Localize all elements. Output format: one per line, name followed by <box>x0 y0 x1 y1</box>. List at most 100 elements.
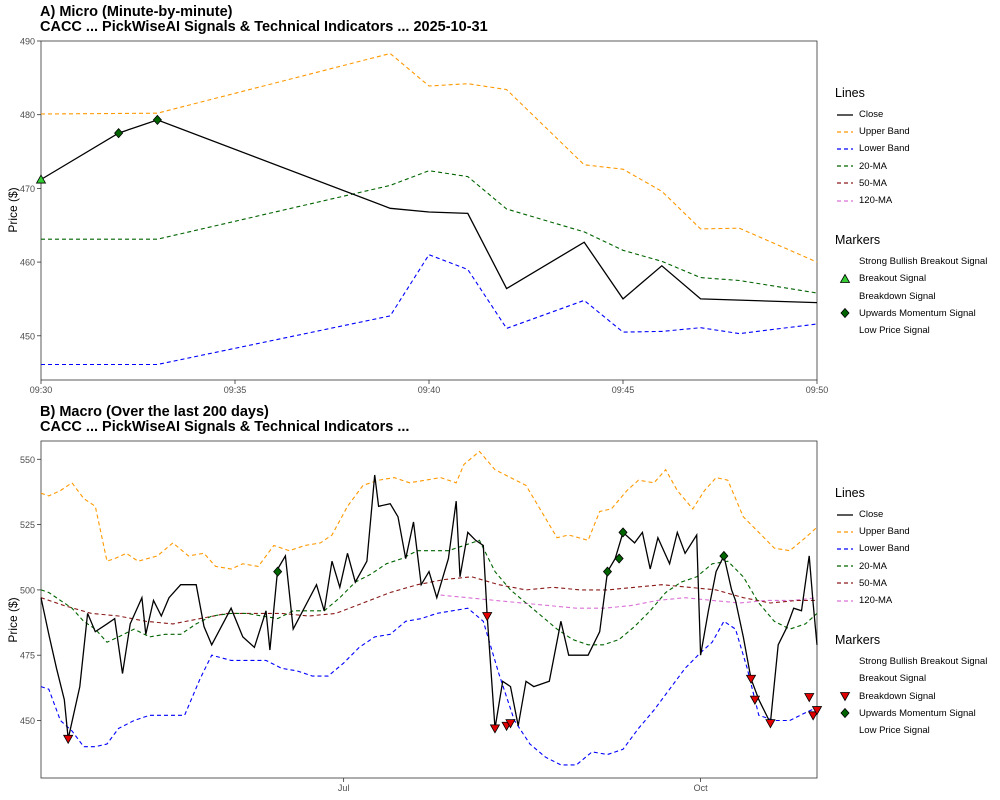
chart-subtitle: CACC ... PickWiseAI Signals & Technical … <box>40 19 488 35</box>
y-tick-label: 475 <box>20 651 35 661</box>
marker-breakdown-signal <box>765 719 776 729</box>
legend-markers-title: Markers <box>835 233 881 248</box>
x-tick-label: 09:35 <box>224 385 247 395</box>
panel-macro: B) Macro (Over the last 200 days) CACC .… <box>0 400 1000 800</box>
legend-label: Low Price Signal <box>859 724 930 736</box>
legend-marker-swatch <box>835 323 855 337</box>
legend-item-breakout-signal: Breakout Signal <box>835 270 987 287</box>
legend-line-swatch <box>837 165 853 167</box>
legend-label: Low Price Signal <box>859 324 930 336</box>
legend-item-20-ma: 20-MA <box>835 558 987 575</box>
marker-breakdown-signal <box>804 693 815 703</box>
legend-line-swatch <box>837 548 853 550</box>
legend-marker-swatch <box>839 692 851 702</box>
series-line-upper-band <box>40 450 818 570</box>
plot-frame <box>40 40 818 381</box>
legend-label: Close <box>859 509 884 521</box>
chart-plot: 450 475 500 525 550 Jul Oct <box>20 440 823 793</box>
marker-breakdown-signal <box>62 734 74 745</box>
legend-item-upwards-momentum-signal: Upwards Momentum Signal <box>835 705 987 722</box>
legend-item-low-price-signal: Low Price Signal <box>835 722 987 739</box>
legend-item-lower-band: Lower Band <box>835 540 987 557</box>
legend-label: Upper Band <box>859 526 910 538</box>
legend-label: Breakdown Signal <box>859 290 936 302</box>
marker-breakdown-signal <box>489 724 501 734</box>
legend-item-breakdown-signal: Breakdown Signal <box>835 288 987 305</box>
legend-label: 120-MA <box>859 595 893 607</box>
marker-group-breakdown-signal <box>62 612 823 745</box>
plot-frame <box>40 440 818 779</box>
legend-item-breakout-signal: Breakout Signal <box>835 670 987 687</box>
legend-line-swatch <box>837 582 853 584</box>
x-tick-label: 09:50 <box>806 385 829 395</box>
marker-upwards-momentum-signal <box>614 553 624 564</box>
legend-label: 120-MA <box>859 195 893 207</box>
legend-item-strong-bullish-breakout-signal: Strong Bullish Breakout Signal <box>835 253 987 270</box>
marker-upwards-momentum-signal <box>152 114 162 125</box>
legend-label: Lower Band <box>859 543 910 555</box>
chart-plot: 450 460 470 480 490 09:30 09:35 09:40 09:45 09:50 <box>20 37 829 396</box>
marker-group-upwards-momentum-signal <box>114 114 162 139</box>
legend-marker-swatch <box>840 708 850 719</box>
marker-upwards-momentum-signal <box>273 566 283 577</box>
marker-breakdown-signal <box>807 711 819 721</box>
legend: Lines Close Upper Band Lower Band 20-MA 50-M… <box>835 86 987 339</box>
chart-subtitle: CACC ... PickWiseAI Signals & Technical … <box>40 419 410 435</box>
legend-marker-upwards-momentum-signal <box>840 308 850 319</box>
legend-item-breakdown-signal: Breakdown Signal <box>835 688 987 705</box>
y-tick-label: 500 <box>20 585 35 595</box>
legend-label: Upwards Momentum Signal <box>859 307 976 319</box>
x-tick-label: 09:30 <box>30 385 53 395</box>
legend-label: 20-MA <box>859 160 887 172</box>
series-line-lower-band <box>41 254 818 366</box>
marker-breakdown-signal <box>505 719 516 729</box>
legend-line-swatch <box>837 113 853 116</box>
marker-group-upwards-momentum-signal <box>273 527 729 577</box>
marker-breakdown-signal <box>811 706 823 716</box>
legend-item-120-ma: 120-MA <box>835 592 987 609</box>
legend-label: Close <box>859 109 884 121</box>
legend-item-close: Close <box>835 106 987 123</box>
legend-item-lower-band: Lower Band <box>835 140 987 157</box>
legend-label: Lower Band <box>859 143 910 155</box>
chart-title: B) Macro (Over the last 200 days) <box>40 404 269 420</box>
series-line-close <box>40 119 818 304</box>
legend-item-20-ma: 20-MA <box>835 158 987 175</box>
series-line-120-ma <box>440 594 818 609</box>
marker-upwards-momentum-signal <box>719 550 729 562</box>
legend-item-upper-band: Upper Band <box>835 123 987 140</box>
legend-marker-upwards-momentum-signal <box>840 708 850 719</box>
legend-marker-swatch <box>835 672 855 686</box>
legend-line-swatch <box>837 599 853 602</box>
y-tick-label: 480 <box>20 110 35 120</box>
legend-item-50-ma: 50-MA <box>835 175 987 192</box>
legend-label: Strong Bullish Breakout Signal <box>859 256 988 268</box>
series-line-lower-band <box>40 607 818 766</box>
legend-label: Breakout Signal <box>859 673 927 685</box>
legend-item-upwards-momentum-signal: Upwards Momentum Signal <box>835 305 987 322</box>
series-line-20-ma <box>41 170 818 294</box>
y-tick-label: 470 <box>20 184 35 194</box>
marker-group-breakout-signal <box>35 174 47 184</box>
chart-title: A) Micro (Minute-by-minute) <box>40 4 233 20</box>
legend-marker-breakdown-signal <box>839 692 851 702</box>
legend: Lines Close Upper Band Lower Band 20-MA 50-M… <box>835 486 987 739</box>
legend-line-swatch <box>837 199 853 202</box>
legend-marker-swatch <box>835 289 855 303</box>
marker-breakdown-signal <box>745 674 757 685</box>
marker-upwards-momentum-signal <box>618 527 628 538</box>
legend-line-swatch <box>837 131 853 133</box>
legend-label: Upwards Momentum Signal <box>859 707 976 719</box>
series-line-50-ma <box>40 576 817 625</box>
legend-line-swatch <box>837 182 853 184</box>
legend-marker-swatch <box>840 308 850 319</box>
x-tick-label: Jul <box>338 783 350 793</box>
series-line-upper-band <box>40 52 818 263</box>
legend-markers-title: Markers <box>835 633 881 648</box>
legend-item-50-ma: 50-MA <box>835 575 987 592</box>
legend-label: 50-MA <box>859 177 887 189</box>
series-line-20-ma <box>40 539 818 646</box>
marker-breakdown-signal <box>482 612 493 622</box>
legend-label: Breakdown Signal <box>859 690 936 702</box>
legend-marker-swatch <box>835 255 855 269</box>
